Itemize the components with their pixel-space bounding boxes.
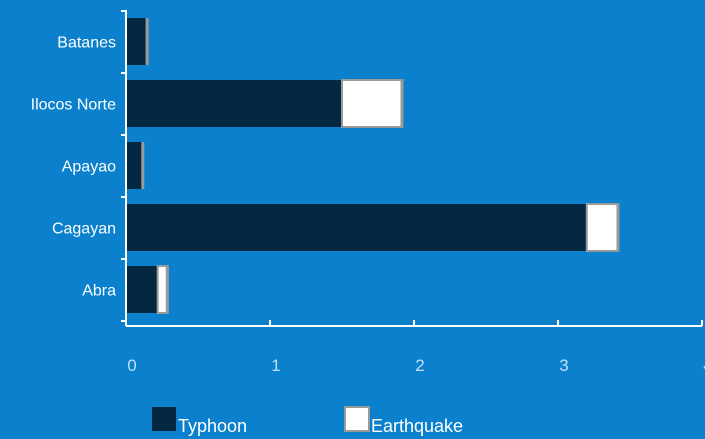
bar-earthquake-cagayan bbox=[585, 203, 620, 252]
legend-swatch bbox=[152, 407, 176, 431]
bar-end-cap bbox=[165, 266, 169, 313]
category-label: Cagayan bbox=[52, 221, 116, 238]
category-label: Batanes bbox=[57, 35, 116, 52]
category-label: Ilocos Norte bbox=[31, 97, 116, 114]
bar-earthquake-ilocos-norte bbox=[341, 79, 404, 128]
x-tick-label: 1 bbox=[271, 356, 280, 375]
category-label: Abra bbox=[82, 283, 116, 300]
bars-layer bbox=[126, 18, 620, 314]
axis-layer bbox=[121, 10, 703, 327]
x-tick-label: 0 bbox=[127, 356, 136, 375]
category-label: Apayao bbox=[62, 159, 116, 176]
x-tick-label: 4 bbox=[703, 356, 705, 375]
legend-item-earthquake: Earthquake bbox=[344, 406, 463, 436]
bar-typhoon-ilocos-norte bbox=[126, 80, 342, 127]
bar-typhoon-apayao bbox=[126, 142, 144, 189]
x-tick-label: 2 bbox=[415, 356, 424, 375]
legend-swatch bbox=[344, 406, 370, 432]
bar-end-cap bbox=[145, 18, 149, 65]
bar-end-cap bbox=[616, 204, 620, 251]
legend: Typhoon Earthquake bbox=[152, 406, 463, 436]
x-tick-label: 3 bbox=[559, 356, 568, 375]
bar-typhoon-batanes bbox=[126, 18, 148, 65]
bar-end-cap bbox=[141, 142, 145, 189]
legend-label: Typhoon bbox=[178, 416, 247, 436]
labels-layer: Batanes Ilocos Norte Apayao Cagayan Abra 0 1 2 3… bbox=[31, 35, 705, 376]
legend-label: Earthquake bbox=[371, 416, 463, 436]
bar-typhoon-cagayan bbox=[126, 204, 587, 251]
legend-item-typhoon: Typhoon bbox=[152, 407, 247, 436]
bar-end-cap bbox=[400, 80, 404, 127]
bar-typhoon-abra bbox=[126, 266, 158, 313]
